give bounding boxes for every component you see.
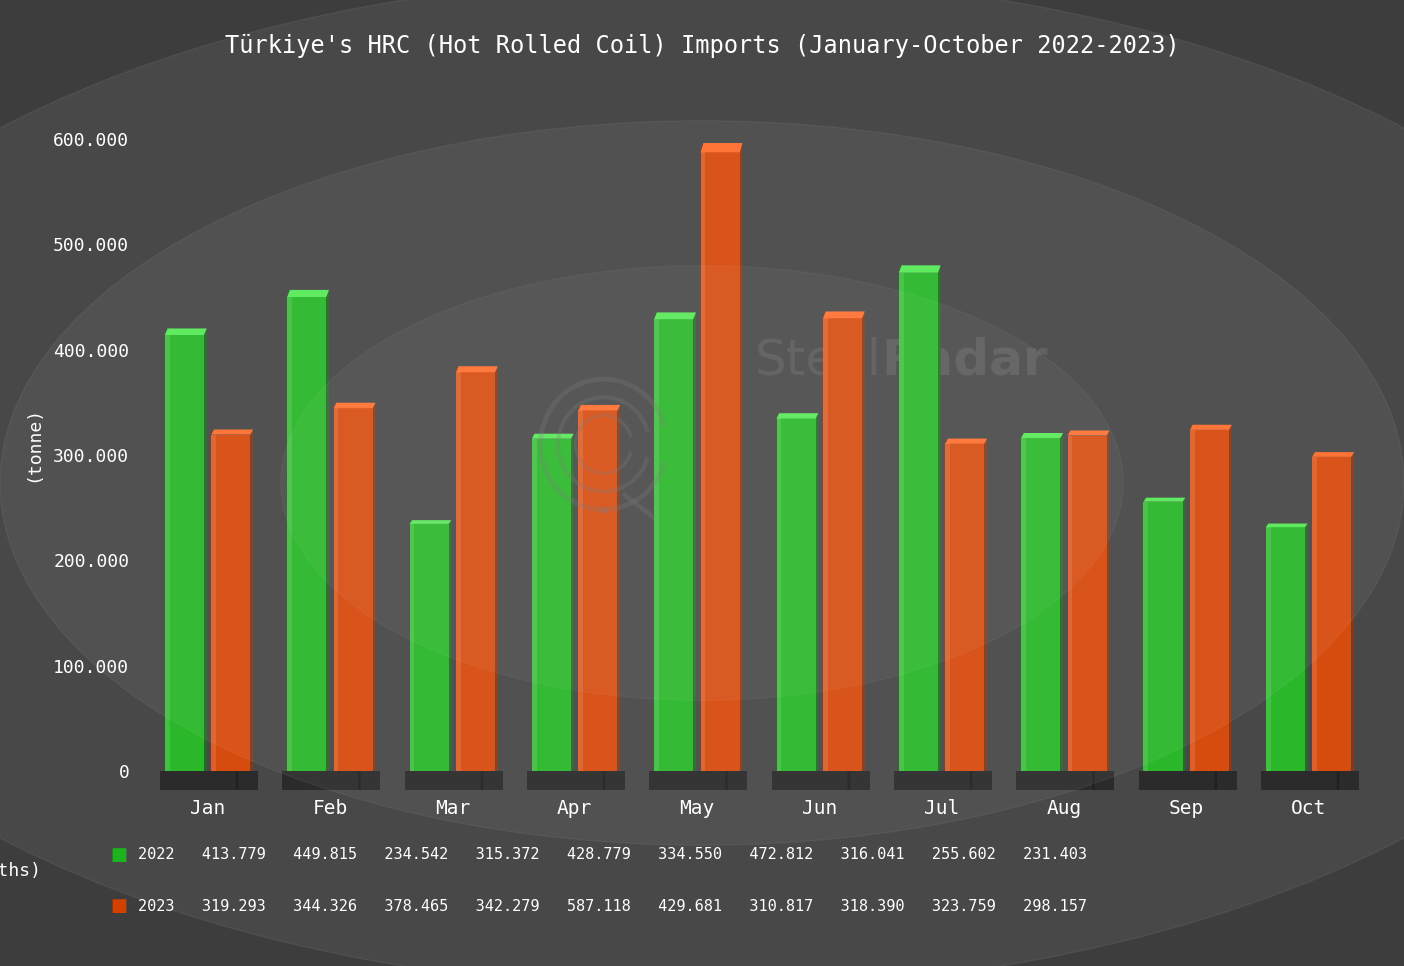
- Bar: [160, 771, 258, 790]
- Bar: [282, 771, 380, 790]
- Polygon shape: [1313, 452, 1353, 457]
- Bar: [578, 411, 583, 771]
- Polygon shape: [456, 366, 498, 372]
- Bar: [334, 409, 373, 771]
- Polygon shape: [1214, 771, 1217, 790]
- Bar: [526, 771, 625, 790]
- Polygon shape: [1060, 433, 1063, 771]
- Bar: [164, 335, 204, 771]
- Bar: [164, 335, 170, 771]
- Bar: [212, 435, 216, 771]
- Bar: [288, 297, 326, 771]
- Bar: [1021, 438, 1026, 771]
- Bar: [1191, 430, 1195, 771]
- Bar: [945, 443, 984, 771]
- Bar: [1313, 457, 1352, 771]
- Polygon shape: [288, 290, 329, 297]
- Polygon shape: [938, 266, 941, 771]
- Polygon shape: [1021, 433, 1063, 438]
- Bar: [1021, 438, 1060, 771]
- Polygon shape: [899, 266, 941, 272]
- Polygon shape: [970, 771, 973, 790]
- Polygon shape: [480, 771, 483, 790]
- Bar: [1067, 436, 1106, 771]
- Bar: [404, 771, 503, 790]
- Bar: [701, 153, 705, 771]
- Bar: [410, 524, 449, 771]
- Polygon shape: [1304, 524, 1307, 771]
- Polygon shape: [373, 403, 375, 771]
- Bar: [456, 372, 461, 771]
- Polygon shape: [984, 439, 987, 771]
- Text: Türkiye's HRC (Hot Rolled Coil) Imports (January-October 2022-2023): Türkiye's HRC (Hot Rolled Coil) Imports …: [225, 34, 1179, 58]
- Polygon shape: [848, 771, 851, 790]
- Bar: [772, 771, 869, 790]
- Bar: [894, 771, 993, 790]
- Bar: [1313, 457, 1317, 771]
- Bar: [823, 318, 828, 771]
- Bar: [776, 418, 816, 771]
- Polygon shape: [862, 311, 865, 771]
- Polygon shape: [1182, 497, 1185, 771]
- Text: Steel: Steel: [755, 337, 882, 384]
- Polygon shape: [694, 312, 696, 771]
- Polygon shape: [164, 328, 206, 335]
- Polygon shape: [701, 143, 743, 153]
- Polygon shape: [1266, 524, 1307, 527]
- Polygon shape: [334, 403, 375, 409]
- Polygon shape: [823, 311, 865, 318]
- Bar: [1016, 771, 1115, 790]
- Polygon shape: [358, 771, 361, 790]
- Polygon shape: [1143, 497, 1185, 501]
- Bar: [1143, 501, 1148, 771]
- Polygon shape: [1106, 431, 1109, 771]
- Bar: [1266, 527, 1271, 771]
- Polygon shape: [236, 771, 239, 790]
- Bar: [334, 409, 338, 771]
- Polygon shape: [776, 413, 819, 418]
- Polygon shape: [1337, 771, 1339, 790]
- Bar: [532, 439, 536, 771]
- Polygon shape: [1092, 771, 1095, 790]
- Polygon shape: [532, 434, 574, 439]
- Bar: [288, 297, 292, 771]
- Text: (Months): (Months): [0, 862, 42, 880]
- Polygon shape: [1228, 425, 1231, 771]
- Polygon shape: [250, 430, 253, 771]
- Bar: [654, 319, 694, 771]
- Bar: [532, 439, 571, 771]
- Bar: [899, 272, 938, 771]
- Polygon shape: [204, 328, 206, 771]
- Bar: [654, 319, 658, 771]
- Bar: [776, 418, 781, 771]
- Text: Radar: Radar: [882, 337, 1049, 384]
- Text: ■: ■: [111, 897, 128, 915]
- Polygon shape: [602, 771, 605, 790]
- Polygon shape: [1191, 425, 1231, 430]
- Text: 2023   319.293   344.326   378.465   342.279   587.118   429.681   310.817   318: 2023 319.293 344.326 378.465 342.279 587…: [138, 898, 1087, 914]
- Bar: [701, 153, 740, 771]
- Polygon shape: [816, 413, 819, 771]
- Polygon shape: [654, 312, 696, 319]
- Polygon shape: [578, 405, 621, 411]
- Bar: [1261, 771, 1359, 790]
- Bar: [1266, 527, 1304, 771]
- Polygon shape: [945, 439, 987, 443]
- Polygon shape: [571, 434, 574, 771]
- Polygon shape: [449, 520, 451, 771]
- Polygon shape: [618, 405, 621, 771]
- Bar: [899, 272, 904, 771]
- Polygon shape: [740, 143, 743, 771]
- Text: 2022   413.779   449.815   234.542   315.372   428.779   334.550   472.812   316: 2022 413.779 449.815 234.542 315.372 428…: [138, 847, 1087, 863]
- Polygon shape: [1352, 452, 1353, 771]
- Bar: [649, 771, 747, 790]
- Bar: [1067, 436, 1073, 771]
- Y-axis label: (tonne): (tonne): [24, 407, 42, 482]
- Polygon shape: [410, 520, 451, 524]
- Bar: [578, 411, 618, 771]
- Bar: [1143, 501, 1182, 771]
- Polygon shape: [496, 366, 498, 771]
- Bar: [212, 435, 250, 771]
- Bar: [456, 372, 496, 771]
